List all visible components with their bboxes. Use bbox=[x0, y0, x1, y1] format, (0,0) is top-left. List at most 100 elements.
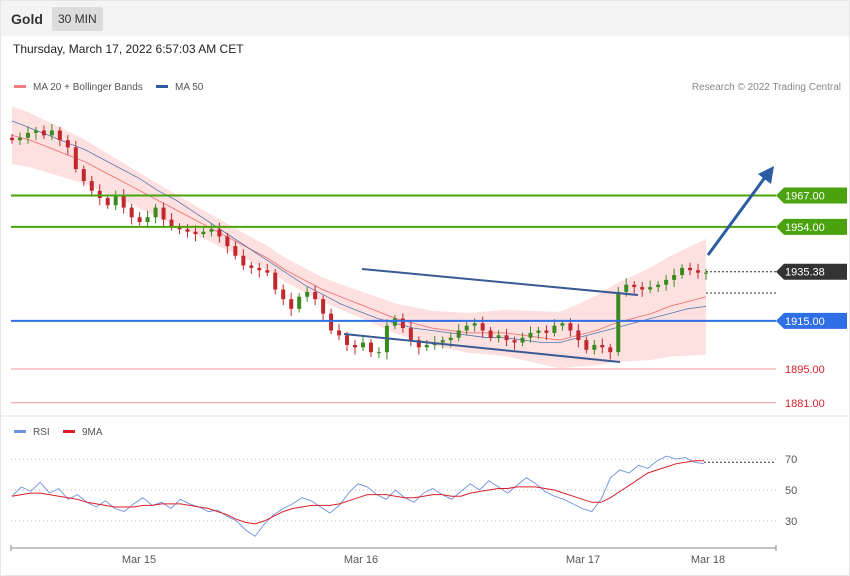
rsi-level-label-30: 30 bbox=[785, 516, 797, 528]
candle-body bbox=[440, 340, 445, 343]
candle-body bbox=[592, 344, 597, 350]
candle-body bbox=[249, 265, 254, 268]
level-tag-1915.00 bbox=[776, 312, 847, 329]
ma20-legend-label: MA 20 + Bollinger Bands bbox=[33, 82, 143, 93]
candle-body bbox=[368, 342, 373, 353]
ma50-legend-swatch bbox=[156, 85, 168, 88]
candle-body bbox=[400, 318, 405, 329]
candle-body bbox=[560, 323, 565, 326]
candle-body bbox=[233, 246, 238, 256]
candle-body bbox=[281, 289, 286, 300]
candle-body bbox=[656, 284, 661, 288]
level-tag-1954.00 bbox=[776, 218, 847, 235]
rsi-ma-legend-swatch bbox=[63, 430, 75, 433]
copyright-text: Research © 2022 Trading Central bbox=[692, 82, 841, 93]
candle-body bbox=[137, 217, 142, 223]
candle-body bbox=[153, 207, 158, 218]
candle-body bbox=[345, 335, 350, 345]
candle-body bbox=[488, 330, 493, 338]
rsi-ma-line bbox=[11, 460, 704, 525]
candle-body bbox=[297, 296, 302, 309]
candle-body bbox=[185, 229, 190, 232]
candle-body bbox=[680, 267, 685, 276]
candle-body bbox=[161, 207, 166, 220]
candle-body bbox=[688, 267, 693, 271]
candle-body bbox=[10, 137, 14, 141]
candle-body bbox=[329, 313, 334, 331]
x-tick-label: Mar 17 bbox=[566, 554, 600, 566]
candle-body bbox=[632, 284, 637, 288]
candle-body bbox=[568, 323, 573, 331]
instrument-title: Gold bbox=[11, 11, 43, 27]
candle-body bbox=[169, 219, 174, 227]
candle-body bbox=[648, 287, 653, 290]
candle-body bbox=[321, 299, 326, 314]
candle-body bbox=[608, 347, 613, 353]
candle-body bbox=[472, 323, 477, 326]
candle-body bbox=[456, 330, 461, 338]
level-label-1954.00: 1954.00 bbox=[785, 222, 825, 234]
candle-body bbox=[113, 195, 118, 206]
ma50-line bbox=[11, 120, 707, 343]
candle-body bbox=[536, 330, 541, 333]
candle-body bbox=[177, 226, 182, 230]
channel-lower-line bbox=[343, 333, 621, 363]
rsi-legend-swatch bbox=[14, 430, 26, 433]
bollinger-band bbox=[12, 106, 706, 369]
candle-body bbox=[360, 342, 365, 348]
candle-body bbox=[305, 291, 310, 297]
candle-body bbox=[624, 284, 629, 292]
candle-body bbox=[209, 229, 214, 232]
candle-body bbox=[257, 267, 262, 271]
candle-body bbox=[408, 328, 413, 341]
candle-body bbox=[704, 272, 708, 274]
level-label-1967.00: 1967.00 bbox=[785, 191, 825, 203]
candle-body bbox=[89, 181, 94, 191]
level-tag-1967.00 bbox=[776, 187, 847, 204]
candle-body bbox=[480, 323, 485, 331]
candle-body bbox=[337, 330, 342, 336]
channel-upper-line bbox=[361, 268, 639, 296]
candle-body bbox=[696, 270, 701, 273]
x-tick-label: Mar 16 bbox=[344, 554, 378, 566]
candle-body bbox=[129, 207, 134, 218]
x-tick-label: Mar 15 bbox=[122, 554, 156, 566]
rsi-line bbox=[11, 455, 705, 537]
candle-body bbox=[145, 217, 150, 223]
x-tick-label: Mar 18 bbox=[691, 554, 725, 566]
candle-body bbox=[241, 255, 246, 266]
level-label-1935.38: 1935.38 bbox=[785, 267, 825, 279]
candle-body bbox=[512, 340, 517, 343]
candle-body bbox=[353, 344, 358, 348]
candle-body bbox=[17, 137, 22, 141]
level-label-1895.00: 1895.00 bbox=[785, 364, 825, 376]
timeframe-badge[interactable]: 30 MIN bbox=[52, 7, 103, 31]
candle-body bbox=[225, 236, 230, 247]
ma20-legend-swatch bbox=[14, 85, 26, 88]
candle-body bbox=[528, 332, 533, 338]
chart-timestamp: Thursday, March 17, 2022 6:57:03 AM CET bbox=[13, 42, 244, 56]
candle-body bbox=[41, 130, 46, 136]
candle-body bbox=[664, 279, 669, 285]
chart-header: Gold 30 MIN bbox=[1, 1, 849, 36]
candle-body bbox=[33, 130, 38, 133]
candle-body bbox=[73, 147, 78, 170]
candle-body bbox=[552, 325, 557, 333]
candle-body bbox=[376, 352, 381, 354]
ma20-line bbox=[11, 134, 707, 341]
candle-body bbox=[416, 340, 421, 348]
candle-body bbox=[289, 299, 294, 309]
candle-body bbox=[193, 231, 198, 235]
candle-body bbox=[464, 325, 469, 331]
candle-body bbox=[25, 132, 30, 138]
candle-body bbox=[121, 195, 126, 208]
candle-body bbox=[424, 344, 429, 348]
candle-body bbox=[640, 287, 645, 290]
candle-body bbox=[201, 231, 206, 235]
candle-body bbox=[392, 318, 397, 326]
level-tag-1935.38 bbox=[776, 263, 847, 280]
candle-body bbox=[672, 275, 677, 280]
candle-body bbox=[576, 330, 581, 341]
candle-body bbox=[448, 337, 453, 341]
